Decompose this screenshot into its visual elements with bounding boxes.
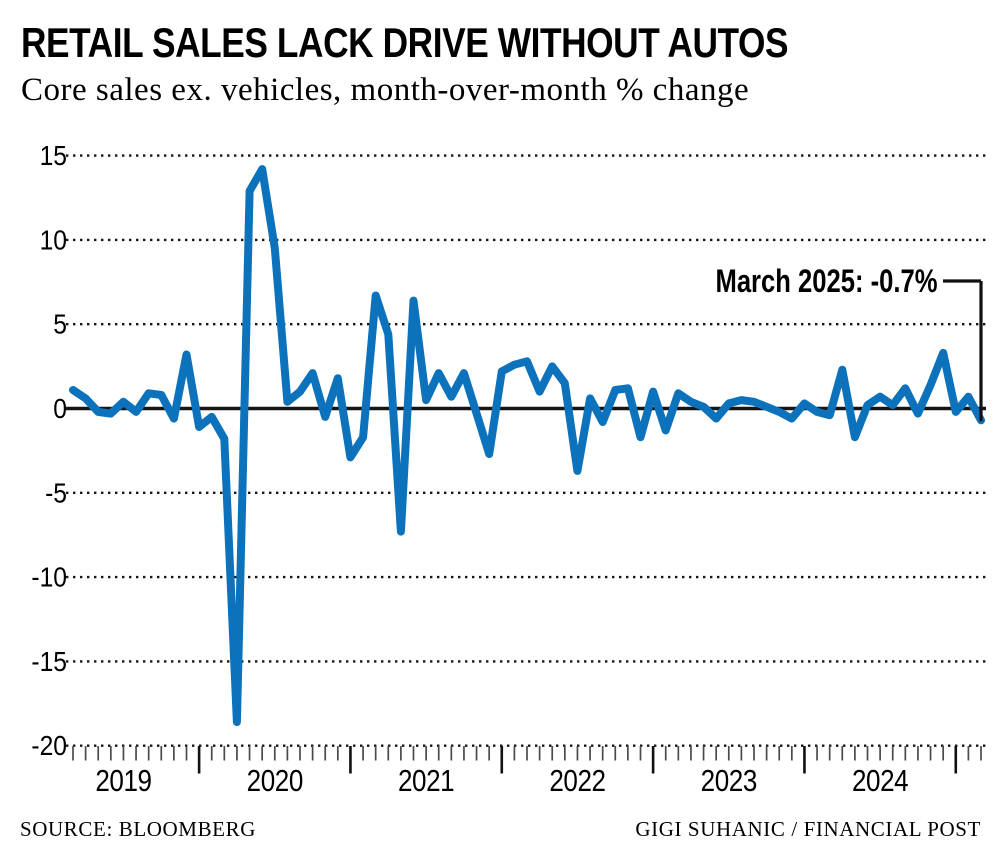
y-tick-label: 5 (53, 308, 67, 340)
y-tick-label: -5 (45, 477, 67, 509)
author-credit: GIGI SUHANIC / FINANCIAL POST (635, 817, 981, 841)
x-axis-ticks (72, 746, 982, 774)
year-label: 2021 (398, 764, 454, 799)
x-axis-labels: 2019 2020 2021 2022 2023 2024 (95, 764, 909, 799)
callout-line (943, 279, 983, 422)
source-credit: SOURCE: BLOOMBERG (20, 817, 256, 841)
y-tick-label: -20 (31, 730, 67, 762)
annotation-label: March 2025: -0.7% (715, 263, 937, 299)
y-tick-label: 10 (40, 224, 67, 256)
y-gridlines (66, 154, 988, 747)
chart-subtitle: Core sales ex. vehicles, month-over-mont… (21, 72, 750, 108)
y-tick-label: -15 (31, 645, 67, 677)
y-tick-label: 0 (53, 393, 67, 425)
y-axis-labels: 15 10 5 0 -5 -10 -15 -20 (31, 140, 67, 762)
year-label: 2024 (852, 764, 909, 799)
y-tick-label: 15 (40, 140, 67, 172)
year-label: 2019 (95, 764, 151, 799)
year-label: 2022 (549, 764, 605, 799)
page-title: RETAIL SALES LACK DRIVE WITHOUT AUTOS (21, 19, 789, 66)
year-label: 2020 (247, 764, 303, 799)
data-line (69, 165, 985, 727)
y-tick-label: -10 (31, 561, 67, 593)
year-label: 2023 (701, 764, 757, 799)
